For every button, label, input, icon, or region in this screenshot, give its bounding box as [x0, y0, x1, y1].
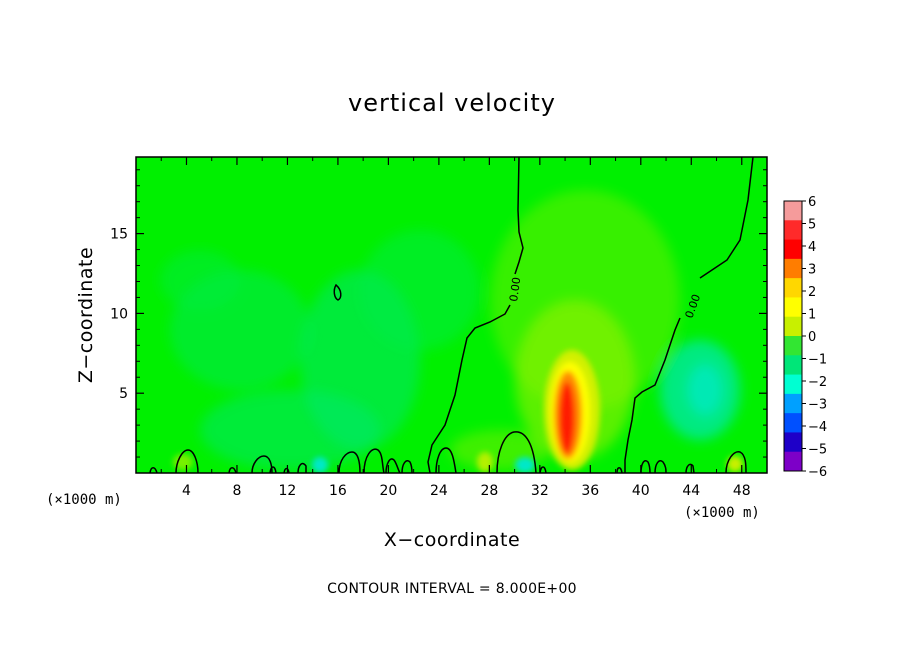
colorbar-label: 6 [808, 195, 816, 210]
colorbar-label: 5 [808, 218, 816, 233]
contour-loop [297, 462, 307, 473]
contour-interval-label: CONTOUR INTERVAL = 8.000E+00 [327, 581, 577, 597]
y-axis-label: Z−coordinate [75, 247, 97, 383]
updraft-core [559, 382, 575, 454]
contour-loop [149, 467, 158, 473]
x-tick-label: 12 [279, 483, 297, 499]
contour-loop [616, 467, 623, 473]
x-tick-label: 40 [632, 483, 650, 499]
contour-label: 0.00 [507, 276, 523, 302]
x-units-left: (×1000 m) [46, 492, 122, 508]
colorbar-swatch [784, 297, 802, 318]
colorbar: 6 5 4 3 2 1 0 −1 −2 −3 −4 −5 −6 [783, 195, 827, 480]
x-tick-label: 16 [329, 483, 347, 499]
colorbar-label: 4 [808, 240, 816, 255]
contour-loop [283, 467, 290, 473]
descent-region [200, 390, 380, 470]
colorbar-swatch [784, 316, 802, 337]
plot-frame [135, 156, 768, 474]
contour-loop [640, 460, 651, 473]
x-tick-label: 32 [531, 483, 549, 499]
colorbar-label: −3 [808, 398, 827, 413]
chart-title: vertical velocity [348, 89, 556, 117]
colorbar-swatch [784, 451, 802, 472]
contour-loop [685, 463, 695, 473]
contour-loop [363, 448, 385, 473]
colorbar-label: 2 [808, 285, 816, 300]
x-units-right: (×1000 m) [684, 505, 760, 521]
colorbar-swatch [784, 220, 802, 241]
surface-cell [515, 457, 535, 473]
y-tick-label: 5 [119, 386, 128, 402]
descent-region [360, 230, 480, 350]
zero-contours [149, 157, 754, 473]
x-tick-label: 24 [430, 483, 448, 499]
colorbar-label: 1 [808, 308, 816, 323]
y-axis: 5 10 15 [110, 169, 767, 458]
colorbar-swatch [784, 336, 802, 356]
contour-loop [496, 431, 537, 473]
x-tick-label: 44 [682, 483, 700, 499]
y-tick-label: 15 [110, 227, 128, 243]
colorbar-swatch [784, 413, 802, 433]
velocity-field: 0.00 0.00 [136, 157, 767, 473]
contour-loop [338, 451, 361, 473]
contour-loop [333, 283, 342, 301]
x-tick-label: 4 [182, 483, 191, 499]
x-tick-label: 8 [232, 483, 241, 499]
x-tick-label: 20 [379, 483, 397, 499]
contour-loop [175, 449, 199, 473]
contour-loop [725, 451, 747, 473]
contour-loop [228, 467, 237, 473]
surface-cell [477, 452, 493, 472]
descent-region [160, 250, 240, 310]
surface-cell [312, 457, 328, 473]
colorbar-label: −2 [808, 375, 827, 390]
x-axis: 4 8 12 16 20 24 28 32 36 40 44 48 [160, 157, 751, 499]
colorbar-swatch [784, 258, 802, 279]
x-tick-label: 48 [733, 483, 751, 499]
colorbar-swatch [784, 201, 802, 221]
colorbar-label: 3 [808, 263, 816, 278]
contour-loop [385, 458, 401, 473]
contour-loop [401, 460, 413, 473]
contour-loop [435, 447, 457, 473]
colorbar-label: −4 [808, 420, 827, 435]
contour-loop [269, 466, 277, 473]
colorbar-swatch [784, 278, 802, 298]
x-axis-label: X−coordinate [384, 529, 520, 551]
zero-contour-line [699, 157, 754, 279]
colorbar-label: −1 [808, 353, 827, 368]
surface-cell [173, 454, 193, 470]
contour-loop [251, 455, 273, 473]
colorbar-swatch [784, 355, 802, 376]
y-tick-label: 10 [110, 306, 128, 322]
zero-contour-line [514, 157, 524, 275]
zero-contour-line [624, 317, 681, 473]
x-tick-label: 36 [581, 483, 599, 499]
colorbar-swatch [784, 239, 802, 260]
colorbar-label: −6 [808, 465, 827, 480]
colorbar-swatch [784, 393, 802, 414]
x-tick-label: 28 [480, 483, 498, 499]
colorbar-swatch [784, 432, 802, 453]
colorbar-swatch [784, 374, 802, 395]
zero-contour-line [427, 304, 511, 473]
descent-region [687, 364, 723, 416]
surface-cell [727, 456, 743, 472]
colorbar-label: 0 [808, 330, 816, 345]
colorbar-label: −5 [808, 443, 827, 458]
